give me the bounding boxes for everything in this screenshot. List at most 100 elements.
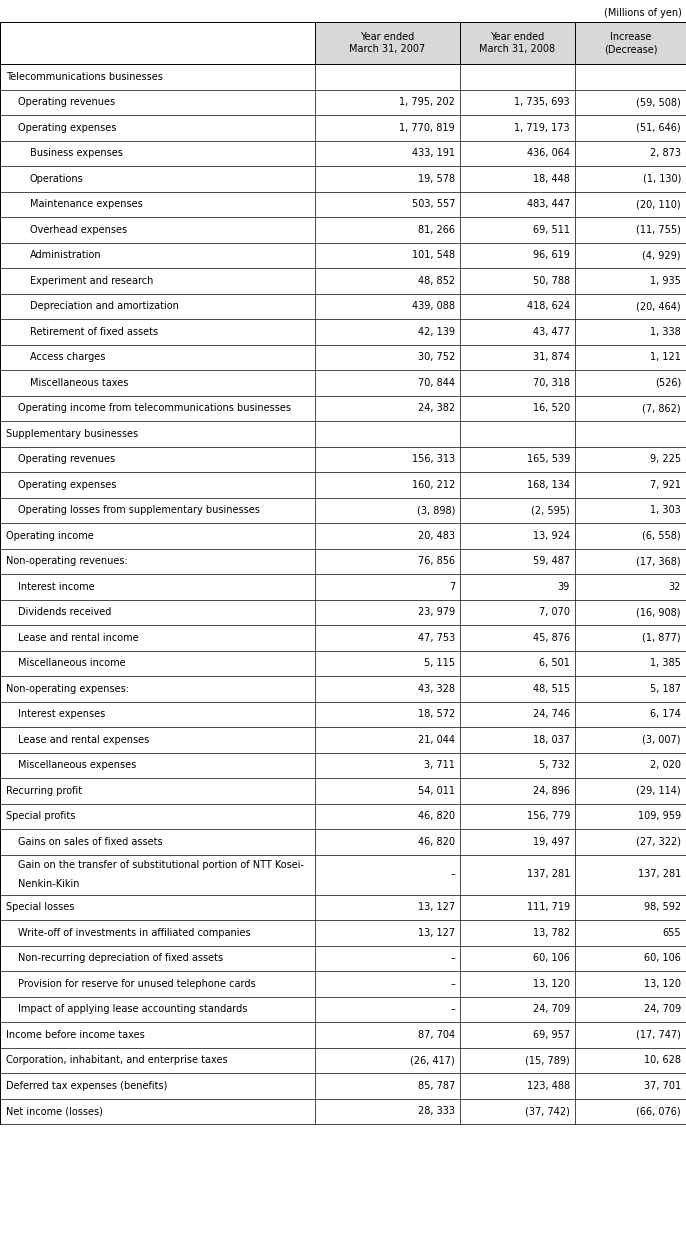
Bar — [575, 23, 686, 64]
Text: 109, 959: 109, 959 — [638, 811, 681, 821]
Text: Recurring profit: Recurring profit — [6, 786, 82, 796]
Text: Impact of applying lease accounting standards: Impact of applying lease accounting stan… — [18, 1004, 248, 1014]
Text: 69, 957: 69, 957 — [533, 1030, 570, 1040]
Text: 1, 303: 1, 303 — [650, 505, 681, 515]
Text: 10, 628: 10, 628 — [644, 1056, 681, 1065]
Text: Lease and rental income: Lease and rental income — [18, 633, 139, 643]
Text: Nenkin-Kikin: Nenkin-Kikin — [18, 879, 80, 889]
Text: 24, 896: 24, 896 — [533, 786, 570, 796]
Text: (4, 929): (4, 929) — [643, 251, 681, 261]
Text: –: – — [450, 1004, 455, 1014]
Text: Operations: Operations — [30, 174, 84, 184]
Text: 19, 497: 19, 497 — [533, 836, 570, 846]
Text: Operating revenues: Operating revenues — [18, 98, 115, 108]
Text: 6, 174: 6, 174 — [650, 710, 681, 720]
Text: 655: 655 — [663, 928, 681, 938]
Text: 60, 106: 60, 106 — [644, 953, 681, 963]
Text: (16, 908): (16, 908) — [637, 607, 681, 617]
Text: 70, 318: 70, 318 — [533, 377, 570, 387]
Text: Year ended
March 31, 2007: Year ended March 31, 2007 — [349, 31, 425, 54]
Text: 47, 753: 47, 753 — [418, 633, 455, 643]
Text: 101, 548: 101, 548 — [412, 251, 455, 261]
Text: (20, 464): (20, 464) — [637, 301, 681, 311]
Text: 50, 788: 50, 788 — [533, 276, 570, 286]
Text: (15, 789): (15, 789) — [525, 1056, 570, 1065]
Text: 69, 511: 69, 511 — [533, 224, 570, 234]
Text: 13, 120: 13, 120 — [533, 979, 570, 988]
Text: 156, 313: 156, 313 — [412, 454, 455, 464]
Text: Gains on sales of fixed assets: Gains on sales of fixed assets — [18, 836, 163, 846]
Text: 1, 719, 173: 1, 719, 173 — [514, 123, 570, 133]
Text: 433, 191: 433, 191 — [412, 148, 455, 158]
Text: 59, 487: 59, 487 — [533, 557, 570, 567]
Text: (26, 417): (26, 417) — [410, 1056, 455, 1065]
Text: Business expenses: Business expenses — [30, 148, 123, 158]
Text: Retirement of fixed assets: Retirement of fixed assets — [30, 327, 158, 337]
Text: Lease and rental expenses: Lease and rental expenses — [18, 735, 150, 745]
Text: 503, 557: 503, 557 — [412, 199, 455, 209]
Text: 1, 385: 1, 385 — [650, 658, 681, 668]
Text: (29, 114): (29, 114) — [637, 786, 681, 796]
Text: 6, 501: 6, 501 — [539, 658, 570, 668]
Text: 39: 39 — [558, 582, 570, 592]
Text: Operating losses from supplementary businesses: Operating losses from supplementary busi… — [18, 505, 260, 515]
Text: 2, 873: 2, 873 — [650, 148, 681, 158]
Text: 19, 578: 19, 578 — [418, 174, 455, 184]
Text: Experiment and research: Experiment and research — [30, 276, 154, 286]
Text: 21, 044: 21, 044 — [418, 735, 455, 745]
Text: 3, 711: 3, 711 — [424, 760, 455, 770]
Text: Supplementary businesses: Supplementary businesses — [6, 429, 138, 439]
Text: 7: 7 — [449, 582, 455, 592]
Text: (2, 595): (2, 595) — [531, 505, 570, 515]
Text: Special profits: Special profits — [6, 811, 75, 821]
Text: (59, 508): (59, 508) — [636, 98, 681, 108]
Bar — [315, 23, 460, 64]
Text: (1, 877): (1, 877) — [642, 633, 681, 643]
Text: Provision for reserve for unused telephone cards: Provision for reserve for unused telepho… — [18, 979, 256, 988]
Text: 16, 520: 16, 520 — [533, 404, 570, 414]
Text: Interest income: Interest income — [18, 582, 95, 592]
Text: 24, 709: 24, 709 — [533, 1004, 570, 1014]
Text: Corporation, inhabitant, and enterprise taxes: Corporation, inhabitant, and enterprise … — [6, 1056, 228, 1065]
Text: Miscellaneous expenses: Miscellaneous expenses — [18, 760, 137, 770]
Text: 60, 106: 60, 106 — [533, 953, 570, 963]
Text: 483, 447: 483, 447 — [527, 199, 570, 209]
Text: 54, 011: 54, 011 — [418, 786, 455, 796]
Text: 31, 874: 31, 874 — [533, 352, 570, 362]
Text: 18, 572: 18, 572 — [418, 710, 455, 720]
Text: (526): (526) — [654, 377, 681, 387]
Text: 85, 787: 85, 787 — [418, 1081, 455, 1091]
Text: 1, 935: 1, 935 — [650, 276, 681, 286]
Text: 111, 719: 111, 719 — [527, 902, 570, 912]
Text: (Millions of yen): (Millions of yen) — [604, 8, 682, 18]
Text: 46, 820: 46, 820 — [418, 811, 455, 821]
Text: 123, 488: 123, 488 — [527, 1081, 570, 1091]
Text: Special losses: Special losses — [6, 902, 74, 912]
Text: 24, 709: 24, 709 — [644, 1004, 681, 1014]
Text: 13, 924: 13, 924 — [533, 530, 570, 540]
Text: Income before income taxes: Income before income taxes — [6, 1030, 145, 1040]
Text: 137, 281: 137, 281 — [638, 869, 681, 879]
Text: Depreciation and amortization: Depreciation and amortization — [30, 301, 179, 311]
Text: 1, 795, 202: 1, 795, 202 — [399, 98, 455, 108]
Text: 28, 333: 28, 333 — [418, 1106, 455, 1116]
Text: (17, 747): (17, 747) — [636, 1030, 681, 1040]
Text: 13, 127: 13, 127 — [418, 928, 455, 938]
Text: Deferred tax expenses (benefits): Deferred tax expenses (benefits) — [6, 1081, 167, 1091]
Text: 76, 856: 76, 856 — [418, 557, 455, 567]
Text: –: – — [450, 953, 455, 963]
Text: (37, 742): (37, 742) — [525, 1106, 570, 1116]
Text: 165, 539: 165, 539 — [527, 454, 570, 464]
Text: 5, 115: 5, 115 — [424, 658, 455, 668]
Text: (1, 130): (1, 130) — [643, 174, 681, 184]
Text: Operating revenues: Operating revenues — [18, 454, 115, 464]
Text: (11, 755): (11, 755) — [636, 224, 681, 234]
Text: 20, 483: 20, 483 — [418, 530, 455, 540]
Text: 7, 921: 7, 921 — [650, 480, 681, 490]
Text: 5, 187: 5, 187 — [650, 683, 681, 693]
Text: 30, 752: 30, 752 — [418, 352, 455, 362]
Text: Dividends received: Dividends received — [18, 607, 111, 617]
Text: Miscellaneous income: Miscellaneous income — [18, 658, 126, 668]
Text: Operating income: Operating income — [6, 530, 94, 540]
Text: 13, 120: 13, 120 — [644, 979, 681, 988]
